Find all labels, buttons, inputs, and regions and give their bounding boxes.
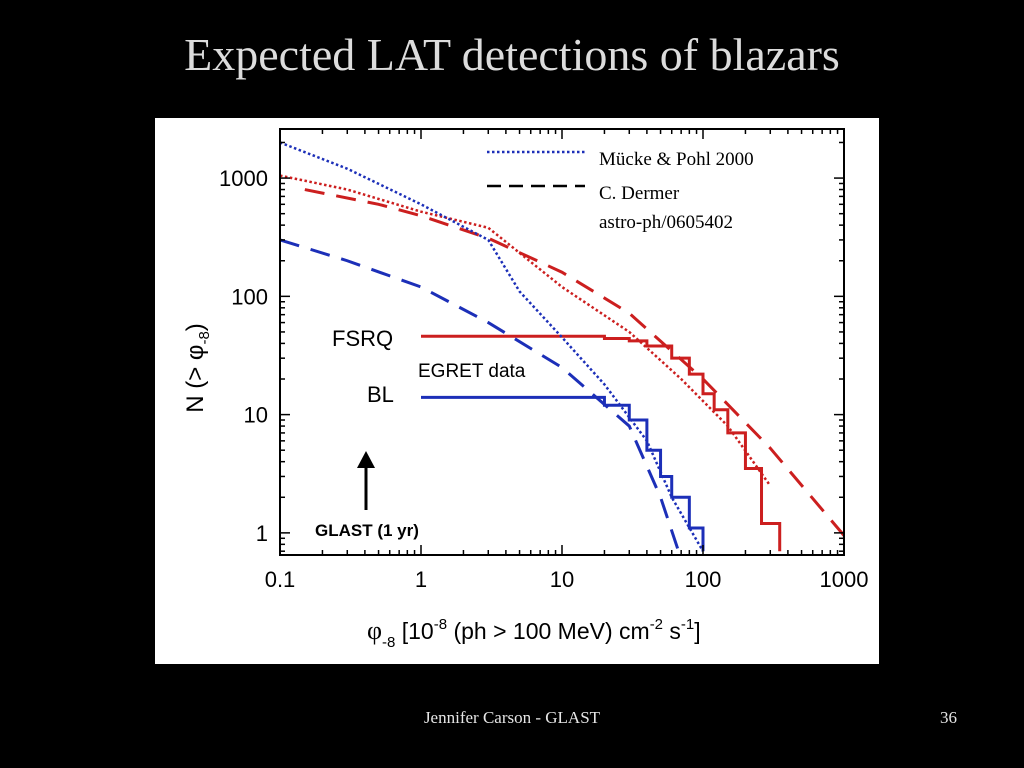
y-tick-label: 1000 — [219, 166, 268, 191]
tick-marks — [279, 129, 844, 555]
annotation-fsrq: FSRQ — [332, 326, 393, 351]
series-fsrq-dashed — [304, 188, 844, 537]
series-bl-solid — [421, 395, 705, 552]
annotation-egret: EGRET data — [418, 361, 526, 382]
figure-panel: 0.1 1 10 100 1000 1 10 100 1000 Mücke & Pohl 200… — [155, 118, 879, 664]
x-axis-label: φ-8 [10-8 (ph > 100 MeV) cm-2 s-1] — [367, 616, 701, 651]
series-bl-dotted — [280, 141, 705, 552]
tick-labels: 0.1 1 10 100 1000 1 10 100 1000 — [219, 166, 868, 592]
annotation-bl: BL — [367, 382, 394, 407]
footer-page-number: 36 — [940, 708, 957, 727]
y-axis-label: N (> φ-8) — [182, 323, 213, 413]
blazar-detection-chart: 0.1 1 10 100 1000 1 10 100 1000 Mücke & Pohl 200… — [182, 128, 868, 651]
y-tick-label: 10 — [244, 403, 268, 428]
x-tick-label: 100 — [685, 567, 722, 592]
x-tick-label: 10 — [550, 567, 574, 592]
x-tick-label: 1 — [415, 567, 427, 592]
series-bl-dashed — [280, 238, 682, 555]
legend: Mücke & Pohl 2000 C. Dermer astro-ph/060… — [487, 149, 754, 233]
series-fsrq-solid — [421, 334, 782, 552]
y-tick-label: 100 — [231, 284, 268, 309]
y-tick-label: 1 — [256, 521, 268, 546]
x-tick-label: 0.1 — [265, 567, 296, 592]
x-tick-label: 1000 — [820, 567, 869, 592]
slide-title: Expected LAT detections of blazars — [184, 29, 840, 80]
legend-label-arxiv: astro-ph/0605402 — [599, 212, 733, 233]
legend-label-mucke: Mücke & Pohl 2000 — [599, 149, 754, 170]
glast-arrow — [357, 451, 375, 510]
legend-label-dermer: C. Dermer — [599, 183, 680, 204]
series-lines — [280, 141, 844, 555]
footer-author: Jennifer Carson - GLAST — [423, 708, 601, 727]
annotation-glast: GLAST (1 yr) — [315, 521, 419, 540]
